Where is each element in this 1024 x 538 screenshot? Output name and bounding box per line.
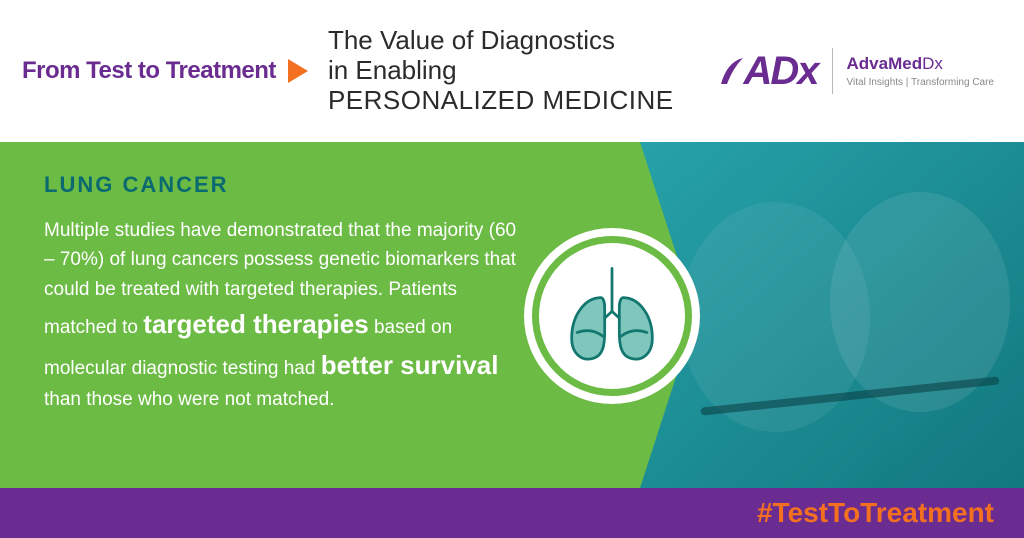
lungs-icon-badge	[524, 228, 700, 404]
icon-circle-ring	[532, 236, 692, 396]
body-emphasis-2: better survival	[321, 350, 499, 380]
main-panel: LUNG CANCER Multiple studies have demons…	[0, 142, 1024, 488]
lungs-icon	[557, 261, 667, 371]
arrow-right-icon	[288, 59, 308, 83]
title-line-1: The Value of Diagnostics	[328, 26, 674, 56]
logo-brand: AdvaMedDx	[847, 54, 994, 74]
logo-mark-text: ADx	[743, 49, 817, 94]
logo-tagline: Vital Insights | Transforming Care	[847, 77, 994, 88]
logo-brand-bold: AdvaMed	[847, 54, 923, 73]
swoosh-icon	[719, 54, 745, 88]
footer-bar: #TestToTreatment	[0, 488, 1024, 538]
section-heading: LUNG CANCER	[44, 172, 600, 198]
icon-circle-outer	[524, 228, 700, 404]
logo-divider	[832, 48, 833, 94]
logo: ADx AdvaMedDx Vital Insights | Transform…	[719, 48, 994, 94]
body-text: Multiple studies have demonstrated that …	[44, 216, 524, 414]
header-left: From Test to Treatment The Value of Diag…	[22, 26, 674, 116]
logo-mark: ADx	[719, 49, 817, 94]
body-post: than those who were not matched.	[44, 389, 334, 410]
kicker-text: From Test to Treatment	[22, 57, 276, 85]
hashtag: #TestToTreatment	[757, 497, 994, 529]
title-line-2: in Enabling	[328, 56, 674, 86]
header: From Test to Treatment The Value of Diag…	[0, 0, 1024, 142]
logo-brand-light: Dx	[922, 54, 943, 73]
header-title: The Value of Diagnostics in Enabling PER…	[328, 26, 674, 116]
body-emphasis-1: targeted therapies	[143, 309, 368, 339]
title-line-3: PERSONALIZED MEDICINE	[328, 86, 674, 116]
logo-text: AdvaMedDx Vital Insights | Transforming …	[847, 54, 994, 88]
